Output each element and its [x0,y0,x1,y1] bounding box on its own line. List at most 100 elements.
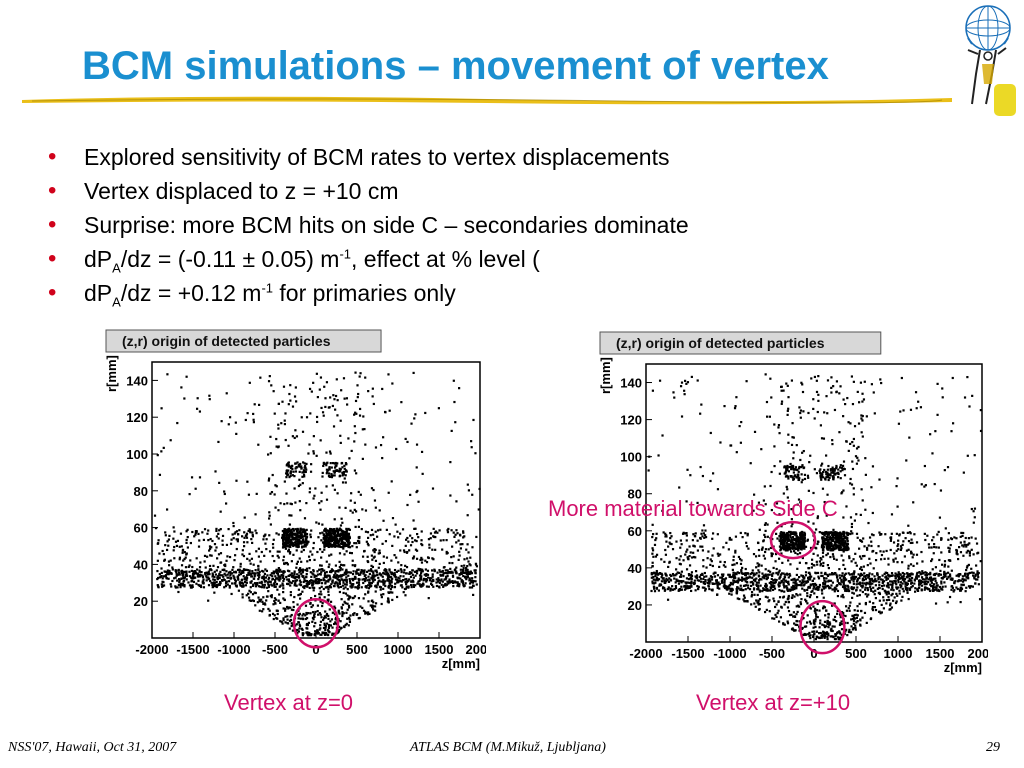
y-tick-label: 120 [620,413,642,428]
data-point [850,525,854,529]
data-point [937,530,940,534]
data-point [229,570,232,574]
data-point [800,481,803,484]
data-point [923,588,926,591]
data-point [812,564,815,567]
scatter-points [153,371,481,637]
data-point [384,570,387,573]
data-point [416,489,419,493]
data-point [267,578,270,581]
data-point [286,462,290,465]
data-point [766,415,769,418]
data-point [773,423,776,426]
data-point [331,569,335,572]
data-point [923,485,926,488]
data-point [232,525,235,528]
data-point [404,594,407,597]
data-point [852,437,856,441]
data-point [381,575,384,578]
data-point [825,395,828,398]
data-point [842,577,845,580]
data-point [823,583,827,586]
data-point [414,584,417,587]
data-point [440,583,443,586]
data-point [393,568,397,572]
data-point [327,538,330,542]
data-point [683,588,687,591]
data-point [303,466,306,469]
data-point [362,581,365,585]
data-point [838,574,841,577]
data-point [796,584,799,587]
data-point [208,568,212,571]
data-point [367,584,370,587]
data-point [275,485,278,488]
data-point [241,553,244,556]
data-point [685,534,688,537]
data-point [284,438,287,442]
data-point [367,390,370,393]
data-point [334,581,337,584]
data-point [799,501,802,504]
data-point [227,423,230,426]
data-point [282,542,285,546]
data-point [328,475,331,478]
data-point [341,603,345,606]
data-point [764,585,767,588]
data-point [341,610,344,614]
data-point [340,545,343,549]
data-point [663,579,666,582]
data-point [768,415,771,418]
data-point [348,571,351,574]
data-point [734,580,737,584]
data-point [258,581,261,584]
data-point [901,561,904,564]
data-point [230,576,233,580]
data-point [331,633,334,636]
data-point [319,579,322,582]
data-point [321,632,325,635]
data-point [225,543,229,547]
x-tick-label: -1000 [713,646,746,661]
data-point [711,554,714,557]
data-point [940,582,943,585]
data-point [206,532,209,535]
data-point [815,472,819,475]
data-point [294,543,297,547]
data-point [241,585,244,588]
data-point [746,576,750,579]
data-point [201,576,205,579]
data-point [272,538,275,541]
data-point [750,603,753,606]
data-point [792,436,795,439]
data-point [289,618,293,622]
data-point [287,469,290,472]
data-point [319,439,322,442]
data-point [279,601,282,605]
data-point [882,580,886,583]
data-point [241,582,245,585]
data-point [235,479,238,482]
data-point [209,554,212,557]
data-point [817,577,821,580]
y-tick-label: 100 [126,447,148,462]
data-point [850,522,854,526]
data-point [246,557,249,560]
data-point [467,571,470,574]
data-point [872,391,875,394]
data-point [226,583,229,586]
data-point [448,561,451,565]
data-point [344,470,347,473]
data-point [842,550,845,553]
data-point [860,414,863,417]
data-point [859,589,862,592]
data-point [355,572,358,575]
data-point [841,572,844,575]
x-tick-label: 1000 [384,642,413,657]
data-point [200,571,203,574]
data-point [442,566,445,569]
data-point [178,556,182,559]
data-point [342,612,345,615]
data-point [411,537,414,540]
data-point [661,574,664,577]
